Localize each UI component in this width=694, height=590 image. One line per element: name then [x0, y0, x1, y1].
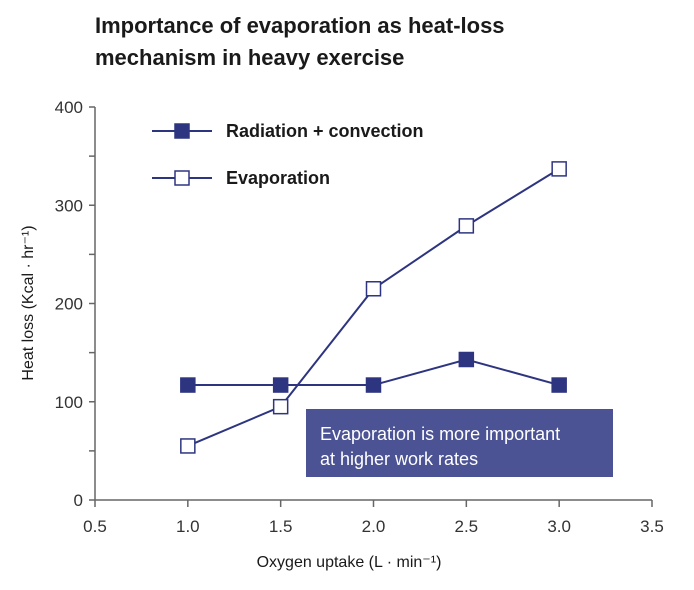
annotation-background	[306, 409, 613, 477]
chart-title-line-2: mechanism in heavy exercise	[95, 45, 404, 70]
data-point-evaporation	[180, 438, 196, 454]
x-tick-label: 3.0	[547, 517, 571, 536]
y-tick-label: 300	[55, 196, 83, 215]
legend-label-radiation: Radiation + convection	[226, 121, 424, 141]
y-tick-label: 100	[55, 393, 83, 412]
x-tick-label: 2.5	[455, 517, 479, 536]
data-point-evaporation	[365, 281, 382, 297]
legend-marker-evaporation	[174, 170, 190, 186]
data-point-evaporation	[551, 161, 567, 177]
annotation-line-1: Evaporation is more important	[320, 424, 560, 444]
legend-label-evaporation: Evaporation	[226, 168, 330, 188]
data-point-radiation	[551, 377, 567, 393]
x-axis-label: Oxygen uptake (L · min⁻¹)	[257, 554, 442, 571]
x-tick-label: 1.5	[269, 517, 293, 536]
data-point-radiation	[365, 377, 382, 393]
annotation-box: Evaporation is more important at higher …	[306, 409, 613, 477]
annotation-line-2: at higher work rates	[320, 449, 478, 469]
data-point-evaporation	[272, 398, 289, 415]
data-point-evaporation	[458, 218, 475, 234]
y-axis-label: Heat loss (Kcal · hr⁻¹)	[20, 225, 37, 380]
data-point-radiation	[272, 377, 289, 393]
legend-marker-radiation	[174, 123, 190, 139]
chart-title-line-1: Importance of evaporation as heat-loss	[95, 13, 505, 38]
ticks: 0 100 200 300 400 0.5 1.0 1.5 2.0 2.5 3.0 3.5	[55, 98, 664, 536]
x-tick-label: 2.0	[362, 517, 386, 536]
series-line-evaporation	[187, 168, 560, 447]
y-tick-label: 400	[55, 98, 83, 117]
x-tick-label: 3.5	[640, 517, 664, 536]
data-point-radiation	[458, 351, 475, 368]
series-layer	[180, 161, 567, 454]
y-tick-label: 0	[74, 491, 83, 510]
x-tick-label: 0.5	[83, 517, 107, 536]
y-tick-label: 200	[55, 295, 83, 314]
x-tick-label: 1.0	[176, 517, 200, 536]
legend: Radiation + convection Evaporation	[152, 121, 424, 188]
data-point-radiation	[180, 377, 196, 393]
